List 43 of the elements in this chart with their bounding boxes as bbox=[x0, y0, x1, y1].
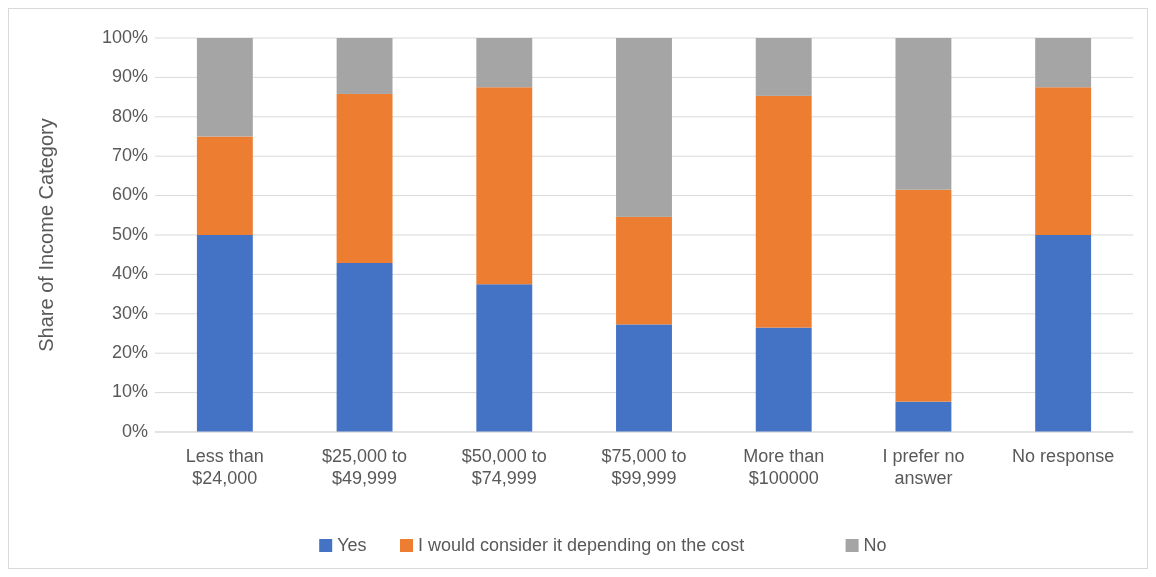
y-tick-label: 80% bbox=[111, 105, 148, 126]
legend-label: I would consider it depending on the cost bbox=[418, 534, 745, 555]
y-tick-label: 70% bbox=[111, 144, 148, 165]
bar bbox=[755, 327, 812, 432]
bar bbox=[616, 324, 672, 432]
bar bbox=[895, 189, 952, 402]
x-tick-label: $75,000 to $99,999 bbox=[601, 446, 687, 488]
bar bbox=[196, 38, 253, 137]
bar bbox=[476, 38, 533, 88]
bar bbox=[196, 235, 253, 432]
bar bbox=[616, 216, 672, 325]
legend-label: No bbox=[863, 534, 887, 555]
x-tick-label: $50,000 to $74,999 bbox=[461, 446, 547, 488]
y-axis-title: Share of Income Category bbox=[35, 118, 57, 352]
y-tick-label: 0% bbox=[121, 420, 148, 441]
x-tick-label: $25,000 to $49,999 bbox=[322, 446, 408, 488]
bar bbox=[1035, 38, 1092, 88]
bar bbox=[476, 87, 533, 285]
y-tick-label: 30% bbox=[111, 302, 148, 323]
y-tick-label: 60% bbox=[111, 184, 148, 205]
bar bbox=[336, 93, 393, 263]
x-tick-label: More than $100000 bbox=[743, 446, 825, 488]
x-tick-label: Less than $24,000 bbox=[185, 446, 264, 488]
bar bbox=[336, 262, 393, 432]
bar bbox=[476, 284, 533, 432]
bar bbox=[1035, 235, 1092, 432]
legend-label: Yes bbox=[337, 534, 367, 555]
x-tick-label: I prefer no answer bbox=[882, 446, 965, 488]
y-tick-label: 90% bbox=[111, 66, 148, 87]
y-tick-label: 100% bbox=[101, 26, 148, 47]
bar bbox=[196, 136, 253, 235]
bar bbox=[336, 38, 393, 94]
bar bbox=[616, 38, 672, 217]
y-tick-label: 50% bbox=[111, 223, 148, 244]
y-tick-label: 20% bbox=[111, 341, 148, 362]
bar bbox=[895, 401, 952, 432]
y-tick-label: 10% bbox=[111, 381, 148, 402]
x-tick-label: No response bbox=[1012, 446, 1115, 466]
bar bbox=[755, 95, 812, 328]
y-tick-label: 40% bbox=[111, 263, 148, 284]
bar bbox=[1035, 87, 1092, 235]
bar bbox=[895, 38, 952, 190]
bar bbox=[755, 38, 812, 96]
